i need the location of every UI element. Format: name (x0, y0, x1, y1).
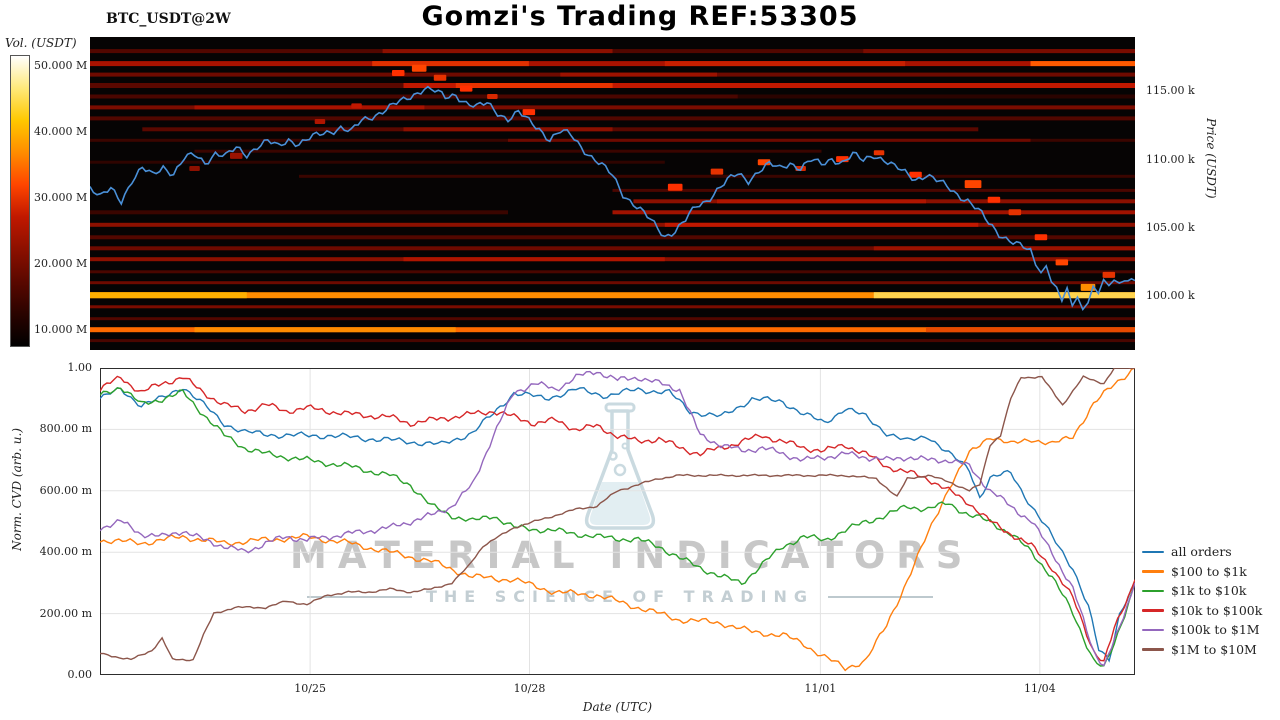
legend-item: $1M to $10M (1142, 640, 1262, 660)
legend: all orders $100 to $1k $1k to $10k $10k to … (1142, 542, 1263, 660)
colorbar-tick: 40.000 M (34, 125, 88, 138)
watermark-tagline: THE SCIENCE OF TRADING (425, 587, 815, 606)
colorbar-title: Vol. (USDT) (5, 36, 77, 50)
cvd-y-tick: 400.00 m (39, 545, 92, 559)
legend-swatch (1142, 570, 1164, 573)
legend-label: $1M to $10M (1171, 641, 1257, 657)
page-title: Gomzi's Trading REF:53305 (421, 1, 859, 32)
colorbar-tick: 10.000 M (34, 323, 88, 336)
legend-item: $10k to $100k (1142, 601, 1262, 621)
volume-colorbar (10, 55, 30, 347)
tagline-rule-left (306, 595, 412, 598)
legend-item: $1k to $10k (1142, 581, 1262, 601)
legend-item: all orders (1142, 542, 1262, 562)
date-tick: 10/25 (294, 682, 326, 695)
watermark-tagline-row: THE SCIENCE OF TRADING (290, 587, 950, 606)
cvd-y-tick: 200.00 m (39, 606, 92, 620)
cvd-axis-title: Norm. CVD (arb. u.) (10, 428, 24, 551)
heatmap-plot (90, 37, 1135, 350)
price-heatmap-panel (90, 37, 1135, 350)
legend-label: $100k to $1M (1171, 622, 1260, 638)
cvd-y-tick: 600.00 m (39, 483, 92, 497)
colorbar-tick: 50.000 M (34, 59, 88, 72)
price-tick: 115.00 k (1146, 84, 1195, 98)
legend-swatch (1142, 589, 1164, 592)
legend-label: $10k to $100k (1171, 602, 1263, 618)
legend-swatch (1142, 550, 1164, 553)
legend-label: $1k to $10k (1171, 583, 1247, 599)
legend-item: $100 to $1k (1142, 562, 1262, 582)
price-tick: 100.00 k (1146, 288, 1195, 302)
price-tick: 105.00 k (1146, 220, 1195, 234)
cvd-y-tick: 1.00 (67, 361, 93, 374)
symbol-label: BTC_USDT@2W (106, 11, 231, 27)
flask-icon (584, 402, 656, 530)
legend-swatch (1142, 628, 1164, 631)
date-tick: 11/01 (804, 682, 837, 695)
legend-label: $100 to $1k (1171, 563, 1247, 579)
price-axis-title: Price (USDT) (1204, 118, 1218, 199)
legend-swatch (1142, 609, 1164, 612)
colorbar-tick: 20.000 M (34, 257, 88, 270)
date-tick: 11/04 (1023, 682, 1056, 695)
tagline-rule-right (828, 595, 934, 598)
cvd-panel (100, 368, 1135, 675)
date-axis-title: Date (UTC) (582, 700, 653, 714)
price-tick: 110.00 k (1146, 152, 1195, 166)
legend-swatch (1142, 648, 1164, 651)
date-tick: 10/28 (513, 682, 546, 695)
legend-item: $100k to $1M (1142, 620, 1262, 640)
cvd-y-tick: 800.00 m (39, 422, 92, 436)
cvd-plot (100, 368, 1135, 675)
colorbar-tick: 30.000 M (34, 191, 88, 204)
legend-label: all orders (1171, 544, 1232, 560)
cvd-y-tick: 0.00 (67, 668, 93, 681)
